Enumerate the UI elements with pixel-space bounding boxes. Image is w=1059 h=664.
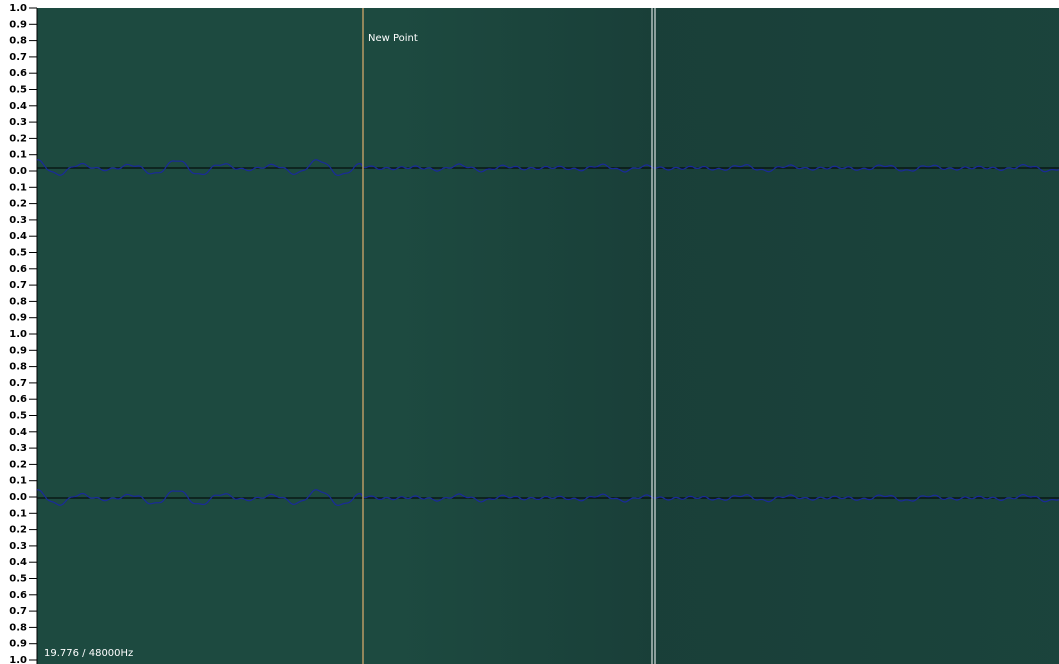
ruler-label: 0.4 bbox=[9, 557, 27, 568]
ruler-label: 0.4 bbox=[9, 101, 27, 112]
ruler-label: 0.7 bbox=[9, 52, 27, 63]
ruler-label: 0.6 bbox=[9, 590, 27, 601]
ruler-label: 0.0 bbox=[9, 492, 27, 503]
ruler-label: 0.8 bbox=[9, 362, 27, 373]
ruler-label: 0.9 bbox=[9, 313, 27, 324]
ruler-label: 0.4 bbox=[9, 231, 27, 242]
ruler-label: 0.1 bbox=[9, 182, 27, 193]
ruler-label: 0.5 bbox=[9, 411, 27, 422]
ruler-label: 0.7 bbox=[9, 280, 27, 291]
marker-label[interactable]: New Point bbox=[368, 33, 418, 44]
ruler-label: 0.2 bbox=[9, 459, 27, 470]
ruler-label: 0.5 bbox=[9, 248, 27, 259]
spectrogram-shade bbox=[37, 8, 1059, 664]
ruler-label: 0.5 bbox=[9, 85, 27, 96]
ruler-label: 0.1 bbox=[9, 476, 27, 487]
ruler-label: 0.2 bbox=[9, 133, 27, 144]
ruler-label: 0.9 bbox=[9, 19, 27, 30]
ruler-label: 0.4 bbox=[9, 427, 27, 438]
ruler-label: 0.1 bbox=[9, 150, 27, 161]
ruler-label: 0.6 bbox=[9, 394, 27, 405]
ruler-label: 0.8 bbox=[9, 36, 27, 47]
ruler-label: 1.0 bbox=[9, 3, 27, 14]
ruler-label: 0.8 bbox=[9, 622, 27, 633]
ruler-label: 0.3 bbox=[9, 541, 27, 552]
ruler-label: 0.3 bbox=[9, 215, 27, 226]
ruler-label: 0.5 bbox=[9, 574, 27, 585]
status-text: 19.776 / 48000Hz bbox=[44, 648, 133, 659]
ruler-label: 0.2 bbox=[9, 199, 27, 210]
ruler-label: 0.9 bbox=[9, 639, 27, 650]
ruler-label: 0.8 bbox=[9, 296, 27, 307]
page: {"ruler": {"channels": [ {"labels": ["1.… bbox=[0, 0, 1059, 664]
ruler-label: 0.1 bbox=[9, 508, 27, 519]
ruler-label: 0.7 bbox=[9, 606, 27, 617]
ruler-label: 0.3 bbox=[9, 117, 27, 128]
ruler-label: 0.3 bbox=[9, 443, 27, 454]
ruler-label: 0.6 bbox=[9, 264, 27, 275]
ruler-label: 0.6 bbox=[9, 68, 27, 79]
spectrogram-editor: New Point 19.776 / 48000Hz 1.0 0.9 0.8 0.7 0… bbox=[0, 0, 1059, 664]
ruler-label: 1.0 bbox=[9, 329, 27, 340]
ruler-label: 0.9 bbox=[9, 345, 27, 356]
ruler-label: 0.0 bbox=[9, 166, 27, 177]
ruler-label: 0.2 bbox=[9, 525, 27, 536]
ruler-label: 1.0 bbox=[9, 655, 27, 664]
ruler-label: 0.7 bbox=[9, 378, 27, 389]
